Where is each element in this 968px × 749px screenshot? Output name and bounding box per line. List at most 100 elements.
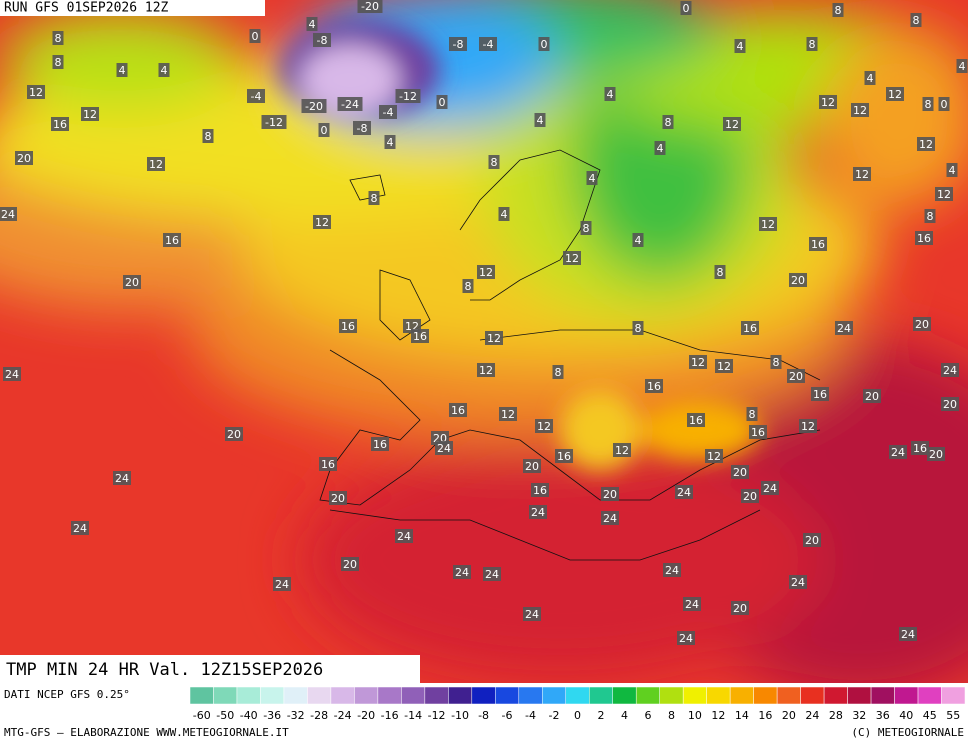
temperature-label: 20: [805, 534, 819, 547]
colorbar-swatch: [659, 686, 684, 705]
label-box: [770, 355, 782, 369]
label-box: [662, 115, 674, 129]
label-box: [395, 89, 421, 103]
label-box: [247, 89, 265, 103]
colorbar-swatch: [495, 686, 520, 705]
label-box: [632, 321, 644, 335]
temperature-label: 24: [5, 368, 19, 381]
temperature-label: -8: [357, 122, 368, 135]
colorbar-label: -6: [502, 709, 513, 722]
temperature-label: 24: [525, 608, 539, 621]
run-label: RUN GFS 01SEP2026 12Z: [4, 1, 169, 16]
label-box: [51, 117, 69, 131]
label-box: [449, 403, 467, 417]
temperature-label: 8: [491, 156, 498, 169]
colorbar-swatch: [283, 686, 308, 705]
label-box: [863, 389, 881, 403]
temperature-label: 12: [487, 332, 501, 345]
label-box: [301, 99, 327, 113]
temperature-label: 4: [501, 208, 508, 221]
label-box: [555, 449, 573, 463]
temperature-label: 24: [437, 442, 451, 455]
label-box: [645, 379, 663, 393]
colorbar-label: -24: [334, 709, 352, 722]
label-box: [811, 387, 829, 401]
temperature-label: 16: [341, 320, 355, 333]
label-box: [913, 317, 931, 331]
temperature-label: 0: [321, 124, 328, 137]
colorbar-swatch: [917, 686, 942, 705]
temperature-label: 4: [119, 64, 126, 77]
colorbar-swatch: [800, 686, 825, 705]
temperature-label: 4: [737, 40, 744, 53]
colorbar-swatch: [941, 686, 966, 705]
label-box: [477, 265, 495, 279]
temperature-label: 24: [485, 568, 499, 581]
label-box: [353, 121, 371, 135]
temperature-label: 24: [1, 208, 15, 221]
label-box: [915, 231, 933, 245]
colorbar-label: -10: [451, 709, 469, 722]
temperature-label: 24: [455, 566, 469, 579]
colorbar-label: 6: [644, 709, 651, 722]
temperature-label: 4: [589, 172, 596, 185]
colorbar-swatch: [236, 686, 261, 705]
label-box: [683, 597, 701, 611]
label-box: [477, 363, 495, 377]
temperature-label: 8: [913, 14, 920, 27]
temperature-label: 8: [809, 38, 816, 51]
colorbar-label: 2: [597, 709, 604, 722]
label-box: [341, 557, 359, 571]
temperature-label: 12: [717, 360, 731, 373]
temperature-label: 20: [733, 602, 747, 615]
label-box: [329, 491, 347, 505]
temperature-label: 4: [309, 18, 316, 31]
label-box: [462, 279, 474, 293]
label-box: [15, 151, 33, 165]
label-box: [27, 85, 45, 99]
colorbar-label: 32: [852, 709, 866, 722]
label-box: [806, 37, 818, 51]
temperature-field: [0, 0, 968, 683]
temperature-label: 8: [665, 116, 672, 129]
label-box: [163, 233, 181, 247]
temperature-label: 24: [397, 530, 411, 543]
temperature-label: 16: [533, 484, 547, 497]
temperature-label: 20: [791, 274, 805, 287]
label-box: [731, 465, 749, 479]
temperature-label: 16: [413, 330, 427, 343]
label-box: [601, 487, 619, 501]
temperature-label: -8: [317, 34, 328, 47]
temperature-label: 8: [583, 222, 590, 235]
colorbar-label: -36: [263, 709, 281, 722]
label-box: [723, 117, 741, 131]
label-box: [202, 129, 214, 143]
colorbar-swatch: [448, 686, 473, 705]
temperature-label: 24: [73, 522, 87, 535]
label-box: [368, 191, 380, 205]
temperature-label: 16: [451, 404, 465, 417]
label-box: [604, 87, 616, 101]
colorbar-swatch: [330, 686, 355, 705]
colorbar-label: -50: [216, 709, 234, 722]
temperature-label: 20: [929, 448, 943, 461]
label-box: [563, 251, 581, 265]
temperature-label: 24: [115, 472, 129, 485]
temperature-label: 12: [919, 138, 933, 151]
temperature-label: 24: [677, 486, 691, 499]
label-box: [535, 419, 553, 433]
label-box: [853, 167, 871, 181]
source: DATI NCEP GFS 0.25°: [4, 688, 130, 701]
label-box: [113, 471, 131, 485]
label-box: [789, 575, 807, 589]
temperature-label: 24: [275, 578, 289, 591]
label-box: [449, 37, 467, 51]
colorbar-label: 16: [758, 709, 772, 722]
temperature-label: 12: [479, 266, 493, 279]
label-box: [601, 511, 619, 525]
label-box: [523, 607, 541, 621]
temperature-label: -12: [265, 116, 283, 129]
label-box: [384, 135, 396, 149]
colorbar-label: 40: [899, 709, 913, 722]
label-box: [485, 331, 503, 345]
